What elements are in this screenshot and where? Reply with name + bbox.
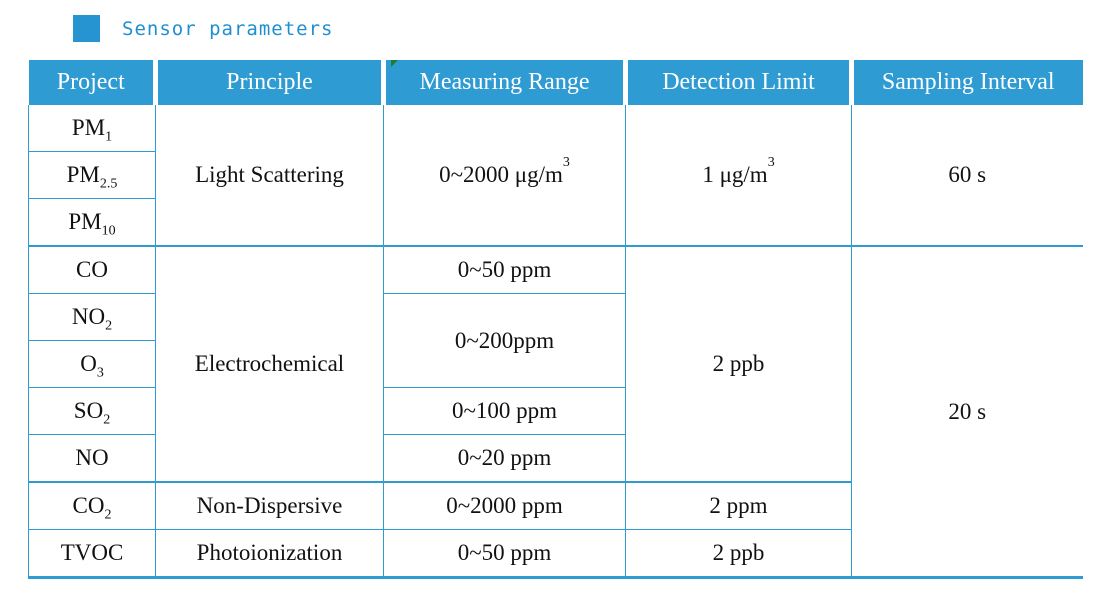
section-title-text: Sensor parameters <box>122 17 334 40</box>
cell-project-no2: NO2 <box>28 293 156 341</box>
cell-principle-non-dispersive: Non-Dispersive <box>155 481 384 530</box>
table-row: NO 0~20 ppm <box>28 434 1083 483</box>
table-row: SO2 0~100 ppm <box>28 387 1083 435</box>
cell-principle-electrochemical: Electrochemical <box>155 245 384 483</box>
cell-project-tvoc: TVOC <box>28 529 156 579</box>
cell-range-tvoc: 0~50 ppm <box>383 529 626 579</box>
cell-range-co: 0~50 ppm <box>383 245 626 294</box>
section-title: Sensor parameters <box>73 15 333 42</box>
header-measuring-range: Measuring Range <box>381 60 626 105</box>
cell-range-so2: 0~100 ppm <box>383 387 626 435</box>
table-row: NO2 0~200ppm <box>28 293 1083 388</box>
table-row: CO2 Non-Dispersive 0~2000 ppm 2 ppm <box>28 481 1083 530</box>
cell-project-co: CO <box>28 245 156 294</box>
cell-interval-pm: 60 s <box>851 105 1083 247</box>
table-row: O3 <box>28 340 1083 388</box>
cell-project-pm25: PM2.5 <box>28 151 156 199</box>
cell-principle-light-scattering: Light Scattering <box>155 105 384 247</box>
cell-project-pm10: PM10 <box>28 198 156 247</box>
table-row: PM2.5 <box>28 151 1083 199</box>
header-measuring-range-label: Measuring Range <box>419 69 590 95</box>
cell-project-no: NO <box>28 434 156 483</box>
header-principle: Principle <box>153 60 384 105</box>
cell-project-pm1: PM1 <box>28 105 156 152</box>
cell-range-co2: 0~2000 ppm <box>383 481 626 530</box>
blue-square-icon <box>73 15 100 42</box>
cell-project-o3: O3 <box>28 340 156 388</box>
cell-range-no: 0~20 ppm <box>383 434 626 483</box>
cell-range-pm: 0~2000 μg/m3 <box>383 105 626 247</box>
cell-limit-gas: 2 ppb <box>625 245 852 483</box>
cell-project-so2: SO2 <box>28 387 156 435</box>
header-row: Project Principle Measuring Range Detect… <box>28 60 1083 105</box>
table-row: PM10 <box>28 198 1083 247</box>
header-sampling-interval: Sampling Interval <box>849 60 1083 105</box>
cell-project-co2: CO2 <box>28 481 156 530</box>
table-row: CO Electrochemical 0~50 ppm 2 ppb 20 s <box>28 245 1083 579</box>
header-project: Project <box>28 60 156 105</box>
excel-error-marker-icon <box>391 60 398 67</box>
cell-interval-gas: 20 s <box>851 245 1083 579</box>
header-detection-limit: Detection Limit <box>623 60 852 105</box>
sensor-parameters-table: Project Principle Measuring Range Detect… <box>28 60 1083 579</box>
table-row: PM1 Light Scattering 0~2000 μg/m3 1 μg/m… <box>28 105 1083 247</box>
cell-principle-photoionization: Photoionization <box>155 529 384 579</box>
cell-limit-tvoc: 2 ppb <box>625 529 852 579</box>
cell-range-no2-o3: 0~200ppm <box>383 293 626 388</box>
cell-limit-co2: 2 ppm <box>625 481 852 530</box>
table-row: TVOC Photoionization 0~50 ppm 2 ppb <box>28 529 1083 579</box>
cell-limit-pm: 1 μg/m3 <box>625 105 852 247</box>
